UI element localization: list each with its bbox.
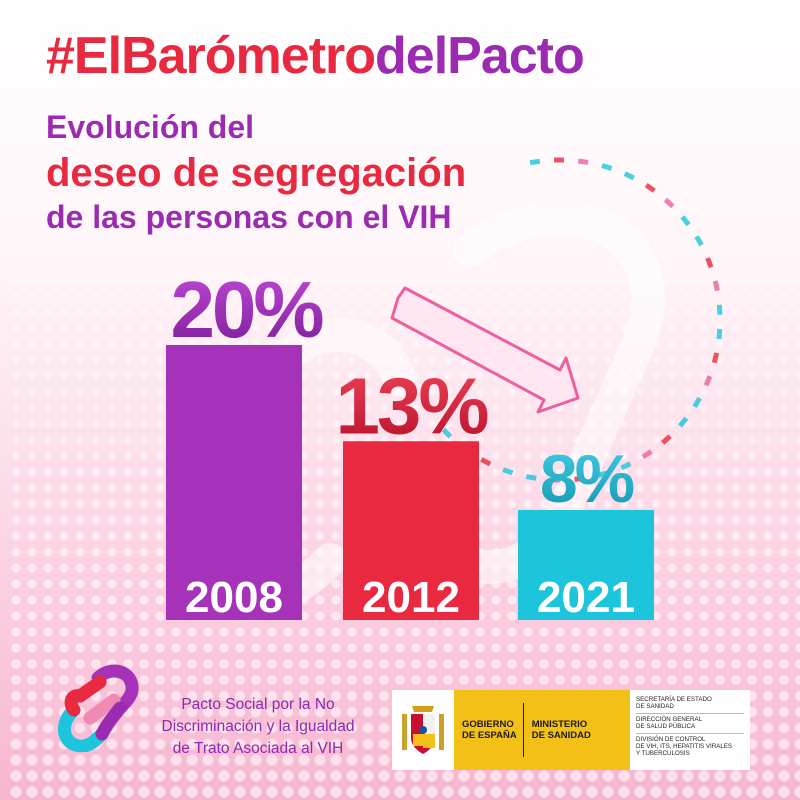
gov-col-1: GOBIERNO DE ESPAÑA xyxy=(454,719,517,741)
dash-mark xyxy=(480,457,492,467)
gov-dept-text: DE SANIDAD xyxy=(636,703,674,711)
gov-text: MINISTERIO xyxy=(531,719,588,730)
bar xyxy=(166,345,302,620)
dash-mark xyxy=(550,477,561,483)
dash-mark xyxy=(641,449,653,460)
dash-mark xyxy=(660,434,672,445)
dash-mark xyxy=(644,182,656,193)
gov-dept-text: DIVISIÓN DE CONTROL xyxy=(636,735,706,743)
spanish-coat-of-arms-icon xyxy=(392,690,454,770)
pact-line: Discriminación y la Igualdad xyxy=(161,718,355,735)
bar xyxy=(343,441,479,620)
dash-mark xyxy=(601,163,613,171)
pact-line: de Trato Asociada al VIH xyxy=(172,740,344,757)
gov-text: DE SANIDAD xyxy=(531,730,591,741)
trend-down-arrow-icon xyxy=(390,286,580,414)
dash-mark xyxy=(716,304,723,315)
category-label: 2008 xyxy=(185,573,283,622)
subtitle-line-1: Evolución del xyxy=(46,109,255,145)
category-label: 2012 xyxy=(362,573,460,622)
hashtag-part: Barómetro xyxy=(121,27,376,85)
pact-name: Pacto Social por la No Discriminación y … xyxy=(138,694,378,760)
value-label: 8% xyxy=(540,441,634,517)
dash-mark xyxy=(529,158,541,166)
dash-mark xyxy=(577,158,589,165)
dash-mark xyxy=(705,257,714,269)
category-label: 2021 xyxy=(537,573,635,622)
value-label: 13% xyxy=(335,361,488,450)
bar xyxy=(518,510,654,620)
chain-link-logo-icon xyxy=(58,664,139,752)
hashtag-part: Pacto xyxy=(447,27,585,85)
dash-mark xyxy=(678,416,689,428)
dash-mark xyxy=(623,171,635,181)
dash-mark xyxy=(694,235,704,247)
dash-mark xyxy=(502,467,514,476)
dash-mark xyxy=(574,475,585,482)
dash-mark xyxy=(663,197,675,209)
hashtag-title: #ElBarómetrodelPacto xyxy=(46,26,585,86)
dash-mark xyxy=(712,280,720,292)
gov-text: DE ESPAÑA xyxy=(462,730,517,741)
gov-dept-text: DE VIH, ITS, HEPATITIS VIRALES xyxy=(636,743,733,751)
gov-dept-divider xyxy=(636,732,744,734)
dash-mark xyxy=(554,157,565,163)
gov-dept-divider xyxy=(636,712,744,714)
dash-mark xyxy=(680,215,691,227)
hashtag-part: del xyxy=(375,27,448,85)
government-logo-block: GOBIERNO DE ESPAÑA MINISTERIO DE SANIDAD… xyxy=(392,690,750,770)
dash-mark xyxy=(597,470,609,478)
gov-dept-text: SECRETARÍA DE ESTADO xyxy=(636,696,712,703)
dash-mark xyxy=(716,328,723,340)
gov-departments: SECRETARÍA DE ESTADO DE SANIDAD DIRECCIÓ… xyxy=(630,690,750,770)
dash-mark xyxy=(703,375,713,387)
value-label: 20% xyxy=(170,265,323,354)
gov-dept-text: DE SALUD PÚBLICA xyxy=(636,723,696,731)
gov-dept-text: DIRECCIÓN GENERAL xyxy=(636,715,703,723)
gov-ministry-band: GOBIERNO DE ESPAÑA MINISTERIO DE SANIDAD xyxy=(454,690,630,770)
dashed-circle-decor xyxy=(441,157,723,483)
subtitle-line-3: de las personas con el VIH xyxy=(46,199,452,235)
hashtag-part: #El xyxy=(46,27,122,85)
pact-line: Pacto Social por la No xyxy=(181,696,335,713)
dash-mark xyxy=(620,461,632,471)
gov-text: GOBIERNO xyxy=(462,719,514,730)
dash-mark xyxy=(692,396,702,408)
dash-mark xyxy=(441,427,453,439)
gov-col-2: MINISTERIO DE SANIDAD xyxy=(524,719,591,741)
gov-divider xyxy=(522,703,524,757)
gov-dept-text: Y TUBERCULOSIS xyxy=(636,750,690,758)
dash-mark xyxy=(525,474,537,481)
dash-mark xyxy=(711,352,720,364)
subtitle-line-2: deseo de segregación xyxy=(46,151,467,195)
